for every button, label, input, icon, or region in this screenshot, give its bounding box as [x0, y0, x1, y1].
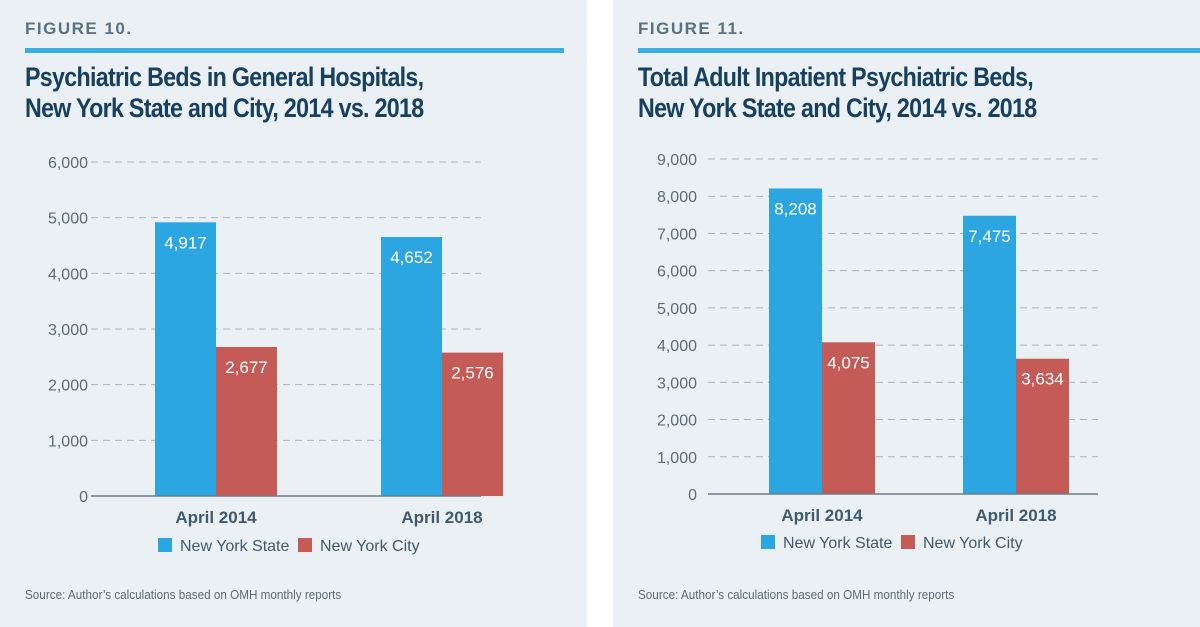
chart-title-line-2: New York State and City, 2014 vs. 2018 [25, 93, 424, 123]
y-tick-label: 3,000 [48, 322, 88, 339]
data-label: 2,576 [451, 364, 494, 383]
y-tick-label: 0 [79, 489, 88, 506]
bar-chart-figure-11: 0 1,000 2,000 3,000 4,000 5,000 6,000 7,000 8,00… [657, 152, 1098, 552]
bar-new-york-city [216, 346, 277, 496]
data-label: 4,075 [827, 353, 870, 372]
x-category-label: April 2018 [401, 508, 482, 527]
y-tick-label: 0 [688, 487, 697, 504]
figure-10-panel: FIGURE 10. Psychiatric Beds in General H… [0, 0, 587, 627]
bar-new-york-state [381, 237, 442, 496]
bar-new-york-city [1016, 358, 1069, 494]
y-tick-label: 9,000 [657, 152, 697, 169]
y-tick-label: 7,000 [657, 226, 697, 243]
legend-swatch-new-york-city [298, 538, 312, 552]
figure-label: FIGURE 10. [25, 19, 133, 38]
data-label: 4,917 [164, 233, 207, 252]
legend-swatch-new-york-city [901, 535, 915, 549]
y-tick-label: 2,000 [657, 413, 697, 430]
y-tick-label: 6,000 [657, 264, 697, 281]
chart-title: Total Adult Inpatient Psychiatric Beds, … [638, 62, 1037, 124]
figure-11-panel: FIGURE 11. Total Adult Inpatient Psychia… [613, 0, 1200, 627]
accent-rule [25, 48, 564, 53]
y-tick-label: 6,000 [48, 155, 88, 172]
y-tick-label: 4,000 [657, 338, 697, 355]
figure-label: FIGURE 11. [638, 19, 745, 38]
data-label: 8,208 [774, 199, 817, 218]
y-tick-label: 1,000 [48, 433, 88, 450]
data-label: 4,652 [390, 248, 433, 267]
y-tick-label: 1,000 [657, 450, 697, 467]
chart-title-line-1: Psychiatric Beds in General Hospitals, [25, 62, 424, 92]
accent-rule [638, 48, 1200, 53]
chart-title-line-2: New York State and City, 2014 vs. 2018 [638, 93, 1037, 123]
x-category-label: April 2014 [175, 508, 257, 527]
legend-label: New York City [923, 535, 1023, 552]
y-tick-label: 2,000 [48, 378, 88, 395]
legend-swatch-new-york-state [761, 535, 775, 549]
data-label: 2,677 [225, 358, 268, 377]
y-tick-label: 5,000 [48, 211, 88, 228]
legend-swatch-new-york-state [158, 538, 172, 552]
bar-new-york-state [963, 215, 1016, 494]
legend-label: New York State [783, 535, 893, 552]
chart-title: Psychiatric Beds in General Hospitals, N… [25, 62, 424, 124]
x-category-label: April 2018 [975, 506, 1056, 525]
bar-new-york-state [155, 222, 216, 497]
bar-new-york-city [442, 352, 503, 496]
x-category-label: April 2014 [781, 506, 863, 525]
legend-label: New York State [180, 538, 290, 555]
y-tick-label: 5,000 [657, 301, 697, 318]
data-label: 7,475 [968, 227, 1011, 246]
bar-new-york-state [769, 188, 822, 495]
y-tick-label: 4,000 [48, 266, 88, 283]
chart-title-line-1: Total Adult Inpatient Psychiatric Beds, [638, 62, 1034, 92]
y-tick-label: 8,000 [657, 189, 697, 206]
y-tick-label: 3,000 [657, 375, 697, 392]
source-note: Source: Author’s calculations based on O… [25, 587, 342, 602]
bar-new-york-city [822, 342, 875, 494]
source-note: Source: Author’s calculations based on O… [638, 587, 955, 602]
data-label: 3,634 [1021, 370, 1064, 389]
legend-label: New York City [320, 538, 420, 555]
bar-chart-figure-10: 0 1,000 2,000 3,000 4,000 5,000 6,000 4,917 2,67… [48, 155, 503, 555]
